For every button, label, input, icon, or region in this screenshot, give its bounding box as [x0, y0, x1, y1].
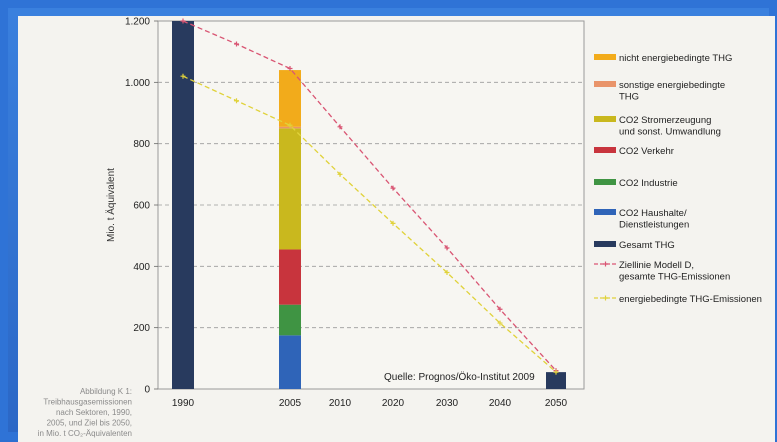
legend-label: CO2 Haushalte/ — [619, 208, 687, 219]
y-tick-label: 600 — [133, 201, 150, 212]
line-point — [234, 98, 239, 104]
bar-segment: Gesamt THG: 1200 — [172, 21, 194, 389]
x-tick-label: 2040 — [489, 398, 512, 409]
x-tick-label: 2050 — [545, 398, 568, 409]
caption-line: Treibhausgasemissionen — [43, 398, 132, 407]
line-point — [180, 73, 186, 79]
y-tick-label: 200 — [133, 323, 150, 334]
legend: nicht energiebedingte THG sonstige energi… — [594, 53, 762, 305]
y-axis-label: Mio. t Äquivalent — [105, 168, 117, 242]
caption-line: Abbildung K 1: — [80, 387, 132, 396]
legend-label: THG — [619, 92, 639, 103]
y-tick-label: 0 — [144, 385, 150, 396]
y-tick-label: 400 — [133, 262, 150, 273]
legend-swatch — [594, 179, 616, 185]
legend-label: sonstige energiebedingte — [619, 80, 725, 91]
legend-label: Dienstleistungen — [619, 220, 689, 231]
legend-label: nicht energiebedingte THG — [619, 53, 732, 64]
axis-layer: 0 200 400 600 800 1.000 1.200 1990 2005 2010 2020 2… — [125, 17, 568, 410]
x-tick-label: 1990 — [172, 398, 195, 409]
bar-segment: Gesamt THG: 55 — [546, 372, 566, 389]
legend-swatch — [594, 147, 616, 153]
line-point — [553, 369, 559, 375]
line-point — [287, 66, 293, 72]
caption-line: nach Sektoren, 1990, — [56, 408, 132, 417]
caption-line: 2005, und Ziel bis 2050, — [47, 419, 132, 428]
legend-swatch — [594, 54, 616, 60]
source-note: Quelle: Prognos/Öko-Institut 2009 — [384, 371, 535, 383]
legend-label: Ziellinie Modell D, — [619, 260, 694, 271]
legend-label: gesamte THG-Emissionen — [619, 272, 730, 283]
line-point — [180, 18, 186, 24]
line-point — [497, 306, 503, 312]
legend-label: Gesamt THG — [619, 240, 675, 251]
series-line — [182, 75, 557, 373]
grid-layer — [157, 20, 585, 390]
legend-label: CO2 Verkehr — [619, 146, 674, 157]
figure-caption: Abbildung K 1: Treibhausgasemissionennach… — [38, 387, 132, 438]
legend-marker — [603, 261, 608, 267]
bar-segment: nicht energiebedingte THG: 185 — [279, 70, 301, 127]
y-tick-label: 1.200 — [125, 17, 150, 28]
bars-layer: Gesamt THG: 1200 CO2 Haushalte/ Dienstlei… — [172, 21, 566, 389]
lines-layer — [180, 18, 559, 375]
bar-segment: CO2 Industrie: 100 — [279, 304, 301, 336]
line-point — [337, 171, 343, 177]
line-point — [390, 185, 396, 191]
legend-swatch — [594, 116, 616, 122]
legend-swatch — [594, 241, 616, 247]
legend-label: und sonst. Umwandlung — [619, 127, 721, 138]
caption-line: in Mio. t CO₂-Äquivalenten — [38, 429, 132, 438]
line-point — [337, 124, 343, 130]
x-tick-label: 2020 — [382, 398, 405, 409]
y-tick-label: 800 — [133, 139, 150, 150]
line-point — [287, 122, 293, 128]
y-tick-label: 1.000 — [125, 78, 150, 89]
legend-swatch — [594, 209, 616, 215]
legend-label: energiebedingte THG-Emissionen — [619, 294, 762, 305]
legend-marker — [603, 295, 608, 301]
line-point — [390, 220, 396, 226]
legend-label: CO2 Stromerzeugung — [619, 115, 711, 126]
bar-segment: CO2 Stromerzeugung und sonst. Umwandlung… — [279, 128, 301, 250]
line-point — [497, 320, 503, 326]
bar-segment: CO2 Verkehr: 180 — [279, 249, 301, 305]
x-tick-label: 2005 — [279, 398, 302, 409]
bar-segment: CO2 Haushalte/ Dienstleistungen: 175 — [279, 335, 301, 389]
line-point — [444, 269, 450, 275]
emissions-chart: Gesamt THG: 1200 CO2 Haushalte/ Dienstlei… — [38, 17, 762, 439]
chart-panel: Gesamt THG: 1200 CO2 Haushalte/ Dienstlei… — [18, 16, 775, 442]
legend-label: CO2 Industrie — [619, 178, 678, 189]
line-point — [444, 245, 450, 251]
series-line — [182, 20, 557, 372]
x-tick-label: 2030 — [436, 398, 459, 409]
x-tick-label: 2010 — [329, 398, 352, 409]
line-point — [234, 41, 239, 47]
legend-swatch — [594, 81, 616, 87]
